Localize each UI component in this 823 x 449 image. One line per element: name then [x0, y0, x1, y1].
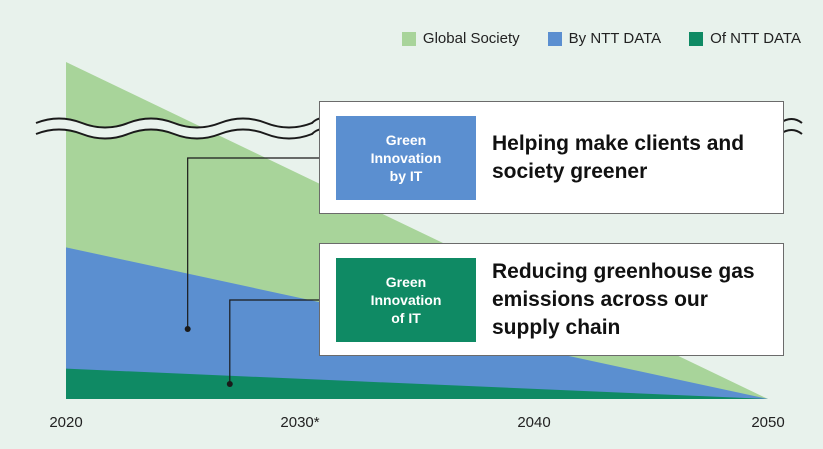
legend-item-of-ntt-data: Of NTT DATA — [689, 30, 801, 47]
area-by-ntt-data — [66, 247, 768, 399]
callout-message: Reducing greenhouse gas emissions across… — [492, 259, 755, 339]
callout-connectors — [184, 157, 319, 387]
callout-green-innovation-by-it: Green Innovation by IT Helping make clie… — [319, 101, 784, 214]
callout-tag-text: Green Innovation of IT — [370, 274, 442, 326]
legend-item-by-ntt-data: By NTT DATA — [547, 30, 662, 47]
x-tick-label: 2030* — [280, 414, 320, 431]
legend-item-global-society: Global Society — [401, 30, 520, 47]
x-tick-label: 2040 — [517, 414, 551, 431]
x-tick-label: 2050 — [751, 414, 785, 431]
axis-break-mark — [35, 117, 803, 140]
anchor-dot-by-it — [184, 326, 191, 332]
legend-swatch-by-ntt-data — [547, 31, 562, 46]
legend-label-of-ntt-data: Of NTT DATA — [710, 30, 801, 47]
chart-legend: Global Society By NTT DATA Of NTT DATA — [401, 30, 801, 47]
callout-tag-by-it: Green Innovation by IT — [336, 116, 476, 200]
callout-tag-text: Green Innovation by IT — [370, 132, 442, 184]
callout-tag-of-it: Green Innovation of IT — [336, 258, 476, 342]
legend-label-by-ntt-data: By NTT DATA — [568, 30, 662, 47]
legend-swatch-global-society — [401, 31, 416, 46]
legend-swatch-of-ntt-data — [689, 31, 704, 46]
area-of-ntt-data — [66, 368, 768, 399]
anchor-dot-of-it — [226, 381, 233, 387]
connector-of-it — [229, 299, 319, 384]
callout-message: Helping make clients and society greener — [492, 131, 745, 183]
legend-label-global-society: Global Society — [422, 30, 520, 47]
x-tick-label: 2020 — [49, 414, 83, 431]
connector-by-it — [187, 157, 319, 329]
callout-green-innovation-of-it: Green Innovation of IT Reducing greenhou… — [319, 243, 784, 356]
